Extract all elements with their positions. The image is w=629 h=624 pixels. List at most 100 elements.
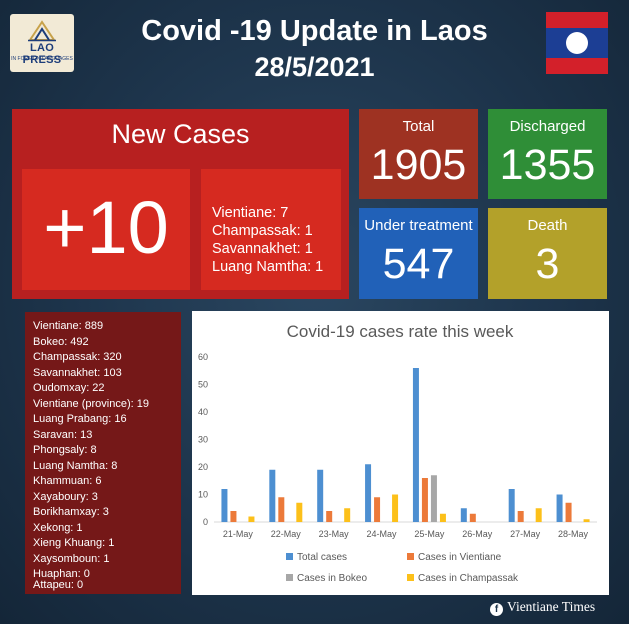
bar xyxy=(317,469,324,522)
bar xyxy=(421,478,428,522)
total-label: Total xyxy=(402,118,435,135)
province-row: Savannakhet: 103 xyxy=(33,366,122,379)
province-row: Khammuan: 6 xyxy=(33,475,102,487)
y-axis: 0 10 20 30 40 50 60 xyxy=(198,352,208,527)
legend-swatch xyxy=(407,574,414,581)
province-row: Champassak: 320 xyxy=(33,351,122,363)
bar xyxy=(460,508,467,522)
province-row: Luang Namtha: 8 xyxy=(33,459,118,472)
bar xyxy=(508,489,515,522)
logo-subtext: IN FOREIGN LANGUAGES xyxy=(11,56,73,62)
bar xyxy=(248,516,255,522)
discharged-value: 1355 xyxy=(499,141,596,189)
under-treatment-value: 547 xyxy=(382,240,455,288)
legend-swatch xyxy=(286,553,293,560)
x-tick-label: 26-May xyxy=(462,529,493,539)
bar xyxy=(221,489,228,522)
x-tick-label: 22-May xyxy=(271,529,302,539)
chart-legend: Total cases Cases in Vientiane Cases in Bo… xyxy=(286,552,519,584)
province-row: Phongsaly: 8 xyxy=(33,444,97,456)
x-tick-label: 21-May xyxy=(223,529,254,539)
legend-label: Total cases xyxy=(297,552,347,563)
y-tick-label: 50 xyxy=(198,380,208,390)
new-cases-label: New Cases xyxy=(111,119,250,149)
under-treatment-card: Under treatment 547 xyxy=(359,208,478,299)
discharged-label: Discharged xyxy=(509,118,586,135)
bar xyxy=(430,475,437,522)
province-row: Bokeo: 492 xyxy=(33,335,89,348)
province-row: Vientiane (province): 19 xyxy=(33,397,149,410)
new-case-item-savannakhet: Savannakhet: 1 xyxy=(212,241,313,257)
x-tick-label: 27-May xyxy=(510,529,541,539)
page-title: Covid -19 Update in Laos xyxy=(141,15,488,47)
bar xyxy=(535,508,542,522)
legend-swatch xyxy=(407,553,414,560)
new-case-item-champassak: Champassak: 1 xyxy=(212,223,313,239)
y-tick-label: 10 xyxy=(198,490,208,500)
province-row: Xayaboury: 3 xyxy=(33,490,98,503)
new-cases-value: +10 xyxy=(43,186,169,269)
province-row: Xieng Khuang: 1 xyxy=(33,537,115,549)
legend-swatch xyxy=(286,574,293,581)
x-tick-label: 23-May xyxy=(319,529,350,539)
x-tick-label: 25-May xyxy=(414,529,445,539)
logo-brand-text: LAO PRESS xyxy=(22,42,62,66)
total-value: 1905 xyxy=(370,141,467,189)
province-totals-panel: Vientiane: 889 Bokeo: 492 Champassak: 32… xyxy=(25,312,181,594)
legend-label: Cases in Bokeo xyxy=(297,573,367,584)
new-cases-breakdown: Vientiane: 7 Champassak: 1 Savannakhet: … xyxy=(201,169,341,290)
new-cases-total-box: +10 xyxy=(22,169,190,290)
logo-emblem-icon xyxy=(28,20,56,42)
total-card: Total 1905 xyxy=(359,109,478,199)
bar xyxy=(365,464,372,522)
y-tick-label: 40 xyxy=(198,407,208,417)
y-tick-label: 30 xyxy=(198,435,208,445)
province-row: Xaysomboun: 1 xyxy=(33,552,110,565)
death-card: Death 3 xyxy=(488,208,607,299)
new-case-item-luang-namtha: Luang Namtha: 1 xyxy=(212,259,324,275)
chart-background xyxy=(192,311,609,595)
province-row: Saravan: 13 xyxy=(33,428,93,441)
bar xyxy=(439,513,446,522)
province-row: Luang Prabang: 16 xyxy=(33,413,127,425)
bar xyxy=(412,368,419,522)
weekly-cases-chart: Covid-19 cases rate this week 0 10 20 30 40 5… xyxy=(192,311,609,595)
under-treatment-label: Under treatment xyxy=(364,217,473,234)
lao-press-logo: LAO PRESS IN FOREIGN LANGUAGES xyxy=(10,14,74,72)
bar xyxy=(565,502,572,522)
bar xyxy=(583,519,590,522)
chart-title: Covid-19 cases rate this week xyxy=(287,322,514,341)
province-row: Oudomxay: 22 xyxy=(33,382,105,394)
y-tick-label: 60 xyxy=(198,352,208,362)
death-label: Death xyxy=(527,217,568,234)
source-footer: f Vientiane Times xyxy=(490,599,595,616)
bar xyxy=(556,494,563,522)
y-tick-label: 0 xyxy=(203,517,208,527)
discharged-card: Discharged 1355 xyxy=(488,109,607,199)
bar xyxy=(344,508,351,522)
x-tick-label: 24-May xyxy=(367,529,398,539)
new-case-item-vientiane: Vientiane: 7 xyxy=(212,205,289,221)
y-tick-label: 20 xyxy=(198,462,208,472)
province-row: Xekong: 1 xyxy=(33,521,83,534)
x-tick-label: 28-May xyxy=(558,529,589,539)
legend-label: Cases in Champassak xyxy=(418,573,519,584)
province-row: Vientiane: 889 xyxy=(33,320,104,332)
death-value: 3 xyxy=(535,240,560,288)
province-row: Borikhamxay: 3 xyxy=(33,506,109,518)
bar xyxy=(392,494,399,522)
province-row: Attapeu: 0 xyxy=(33,578,84,591)
bar xyxy=(326,511,333,522)
bars-group xyxy=(221,368,590,522)
bar xyxy=(269,469,276,522)
province-row: Huaphan: 0 xyxy=(33,568,90,580)
x-axis: 21-May 22-May 23-May 24-May 25-May 26-May 27-M… xyxy=(223,529,589,539)
bar xyxy=(469,513,476,522)
facebook-icon: f xyxy=(490,603,503,616)
laos-flag-icon xyxy=(546,12,608,74)
legend-label: Cases in Vientiane xyxy=(418,552,502,563)
page-date: 28/5/2021 xyxy=(254,52,375,82)
bar xyxy=(230,511,237,522)
source-text: Vientiane Times xyxy=(507,599,596,614)
